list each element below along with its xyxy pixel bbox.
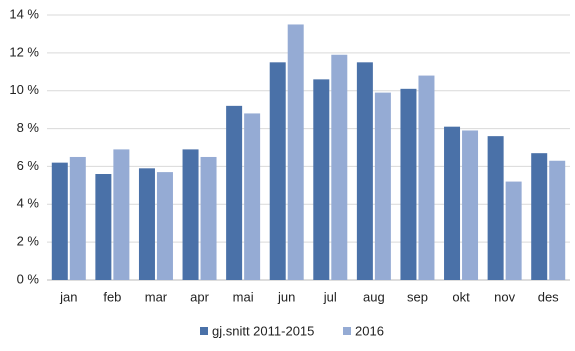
legend-label: 2016 (355, 323, 384, 338)
x-tick-label: jan (59, 289, 77, 304)
bar (244, 113, 261, 280)
x-tick-label: jul (323, 289, 337, 304)
x-tick-label: jun (277, 289, 295, 304)
x-tick-label: sep (407, 289, 428, 304)
y-tick-label: 8 % (17, 120, 40, 135)
bar (200, 156, 217, 280)
bar (269, 62, 286, 281)
y-tick-label: 0 % (17, 271, 40, 286)
bar (487, 136, 504, 280)
bar (374, 92, 391, 280)
x-tick-label: feb (103, 289, 121, 304)
x-tick-label: apr (190, 289, 209, 304)
bar (418, 75, 435, 280)
x-tick-label: des (538, 289, 559, 304)
x-tick-label: mai (233, 289, 254, 304)
legend-swatch (200, 327, 208, 335)
bar (549, 160, 566, 280)
bar (313, 79, 330, 280)
y-tick-label: 12 % (9, 44, 39, 59)
x-tick-label: aug (363, 289, 385, 304)
x-tick-label: okt (452, 289, 470, 304)
bar (69, 156, 86, 280)
bar (531, 153, 548, 280)
y-tick-label: 4 % (17, 196, 40, 211)
legend-label: gj.snitt 2011-2015 (212, 323, 314, 338)
y-tick-label: 14 % (9, 6, 39, 21)
bar (226, 105, 243, 280)
y-tick-label: 2 % (17, 234, 40, 249)
bar (95, 174, 112, 280)
y-tick-label: 6 % (17, 158, 40, 173)
bar (462, 130, 479, 280)
legend-swatch (343, 327, 351, 335)
bar (51, 162, 68, 280)
bar (331, 54, 348, 280)
y-tick-label: 10 % (9, 82, 39, 97)
x-tick-label: mar (145, 289, 168, 304)
bar (138, 168, 155, 280)
bar (444, 126, 461, 280)
bar (156, 172, 173, 280)
bar (356, 62, 373, 281)
bar (287, 24, 304, 281)
bar (182, 149, 199, 280)
x-tick-label: nov (494, 289, 515, 304)
bar (505, 181, 522, 280)
bar (400, 88, 417, 280)
bar (113, 149, 130, 280)
